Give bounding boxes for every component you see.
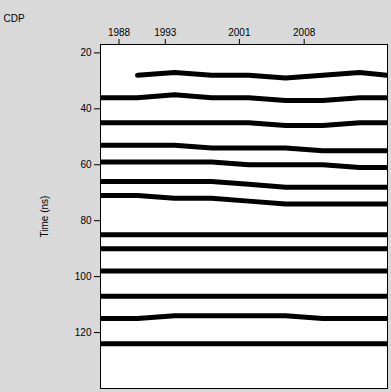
svg-text:2008: 2008 (293, 27, 316, 38)
svg-text:120: 120 (75, 327, 92, 338)
svg-text:1993: 1993 (154, 27, 177, 38)
svg-text:40: 40 (80, 103, 92, 114)
svg-text:20: 20 (80, 47, 92, 58)
svg-text:Time (ns): Time (ns) (39, 196, 50, 238)
svg-text:80: 80 (80, 215, 92, 226)
svg-text:1988: 1988 (108, 27, 131, 38)
svg-text:60: 60 (80, 159, 92, 170)
svg-text:2001: 2001 (228, 27, 251, 38)
svg-text:100: 100 (75, 271, 92, 282)
svg-text:CDP: CDP (4, 13, 25, 24)
